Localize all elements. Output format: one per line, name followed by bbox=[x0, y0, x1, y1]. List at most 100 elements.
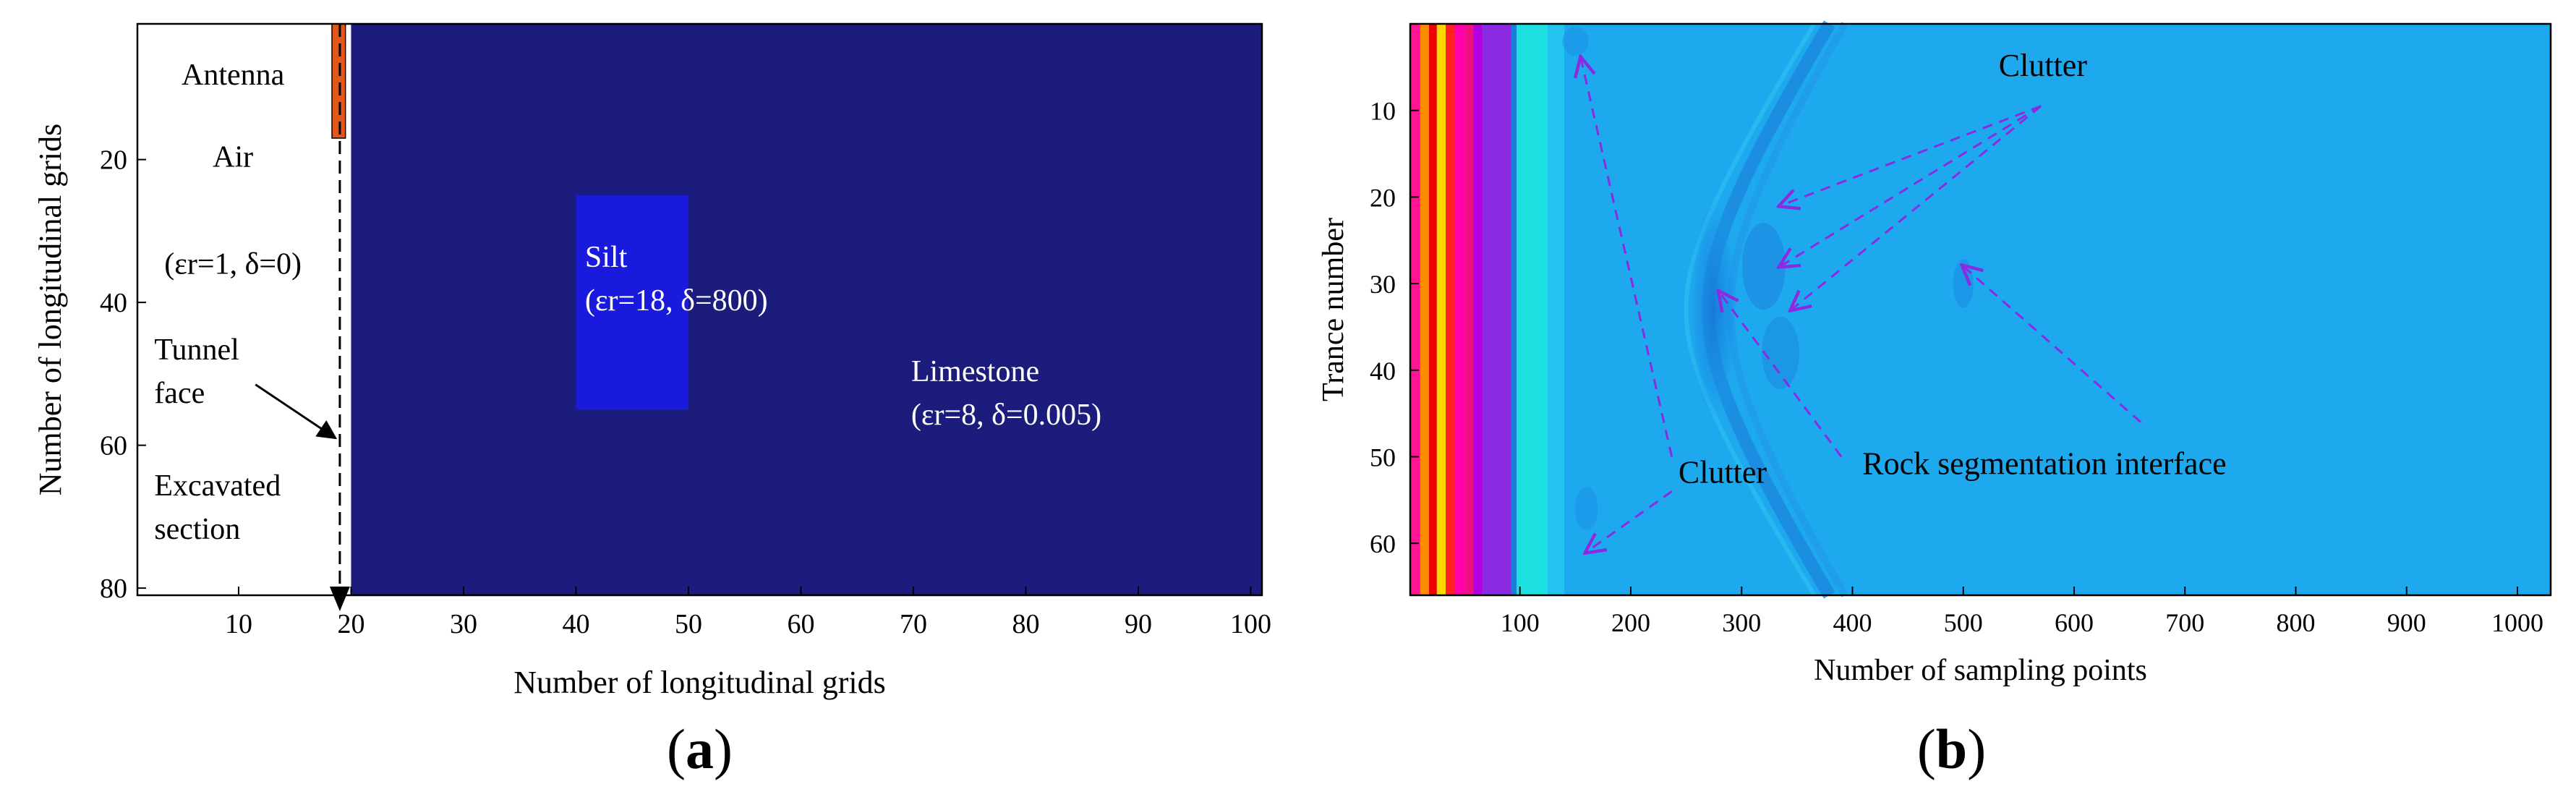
annotation-arrow-0 bbox=[1780, 105, 2042, 206]
direct-wave-band-7 bbox=[1473, 24, 1483, 595]
panel-a-model: 10 20 30 40 50 60 70 80 90 100 20 40 60 80 Antenna Air… bbox=[33, 22, 1271, 780]
annotation-air_params: (εr=1, δ=0) bbox=[164, 248, 302, 281]
clutter-patch-1 bbox=[1741, 223, 1786, 310]
a-annotations: Antenna Air (εr=1, δ=0) Tunnel face Excavated… bbox=[154, 59, 1101, 546]
b-plot-frame bbox=[1409, 22, 2552, 597]
annotation-clutter_top: Clutter bbox=[1999, 48, 2088, 83]
direct-wave-band-5 bbox=[1454, 24, 1465, 595]
b-xtick-label-400: 400 bbox=[1833, 608, 1872, 637]
a-ytick-label-60: 60 bbox=[100, 431, 127, 461]
a-xtick-label-100: 100 bbox=[1230, 609, 1271, 639]
a-ticks: 10 20 30 40 50 60 70 80 90 100 20 40 60 80 bbox=[100, 145, 1271, 639]
annotation-tunnel_face-line-1: face bbox=[154, 377, 205, 410]
a-xtick-label-80: 80 bbox=[1012, 609, 1039, 639]
annotation-air: Air bbox=[213, 141, 253, 174]
b-xtick-label-200: 200 bbox=[1611, 608, 1650, 637]
b-ytick-label-10: 10 bbox=[1370, 97, 1396, 126]
a-xtick-label-30: 30 bbox=[450, 609, 477, 639]
annotation-arrow-2 bbox=[1791, 105, 2042, 310]
tunnel-face-arrowhead bbox=[329, 587, 350, 611]
annotation-rock_interface: Rock segmentation interface bbox=[1862, 446, 2226, 481]
clutter-patch-4 bbox=[1574, 487, 1598, 531]
annotation-silt-line-1: (εr=18, δ=800) bbox=[585, 284, 768, 318]
b-xtick-label-300: 300 bbox=[1722, 608, 1761, 637]
annotation-clutter_bottom-line-0: Clutter bbox=[1679, 454, 1767, 490]
clutter-patch-2 bbox=[1761, 316, 1799, 389]
annotation-arrow-6 bbox=[1587, 490, 1673, 552]
direct-wave-band-6 bbox=[1464, 24, 1474, 595]
b-ytick-label-40: 40 bbox=[1370, 357, 1396, 386]
region-limestone bbox=[351, 24, 1263, 595]
annotation-excavated-line-0: Excavated bbox=[154, 469, 281, 503]
direct-wave-band-2 bbox=[1429, 24, 1437, 595]
annotation-excavated: Excavated section bbox=[154, 469, 281, 546]
a-regions bbox=[331, 23, 1263, 595]
panel-b-radargram: 100 200 300 400 500 600 700 800 900 1000 10 20 30 40 5… bbox=[1317, 20, 2552, 780]
direct-wave-band-9 bbox=[1511, 24, 1517, 595]
direct-wave-band-8 bbox=[1482, 24, 1511, 595]
b-field bbox=[1410, 20, 2551, 599]
b-xtick-label-700: 700 bbox=[2165, 608, 2204, 637]
direct-wave-band-4 bbox=[1446, 24, 1455, 595]
panel-a-label: (a) bbox=[667, 717, 733, 780]
b-xtick-label-600: 600 bbox=[2055, 608, 2094, 637]
a-x-axis-label: Number of longitudinal grids bbox=[513, 665, 886, 700]
annotation-air-line-0: Air bbox=[213, 141, 253, 174]
b-xtick-label-800: 800 bbox=[2277, 608, 2316, 637]
annotation-excavated-line-1: section bbox=[154, 513, 240, 546]
b-annotations: Clutter Clutter Rock segmentation interfac… bbox=[1679, 48, 2227, 490]
annotation-antenna-line-0: Antenna bbox=[182, 59, 285, 92]
a-ytick-label-80: 80 bbox=[100, 574, 127, 604]
b-ytick-label-20: 20 bbox=[1370, 183, 1396, 212]
b-x-axis-label: Number of sampling points bbox=[1814, 654, 2147, 687]
direct-wave-band-10 bbox=[1517, 24, 1548, 595]
annotation-clutter_bottom: Clutter bbox=[1679, 454, 1767, 490]
a-xtick-label-10: 10 bbox=[225, 609, 252, 639]
b-y-axis-label: Trance number bbox=[1317, 218, 1350, 401]
clutter-hyperbola bbox=[1684, 22, 1817, 597]
annotation-antenna: Antenna bbox=[182, 59, 285, 92]
a-y-axis-label: Number of longitudinal grids bbox=[33, 124, 68, 496]
a-xtick-label-60: 60 bbox=[787, 609, 814, 639]
a-xtick-label-50: 50 bbox=[675, 609, 702, 639]
b-ticks: 100 200 300 400 500 600 700 800 900 1000 10 20 30 40 5… bbox=[1370, 97, 2543, 637]
a-xtick-label-20: 20 bbox=[337, 609, 364, 639]
a-xtick-label-70: 70 bbox=[900, 609, 927, 639]
annotation-limestone-line-0: Limestone bbox=[911, 355, 1039, 388]
annotation-clutter_top-line-0: Clutter bbox=[1999, 48, 2088, 83]
b-ytick-label-50: 50 bbox=[1370, 443, 1396, 472]
annotation-rock_interface-line-0: Rock segmentation interface bbox=[1862, 446, 2226, 481]
direct-wave-band-1 bbox=[1420, 24, 1430, 595]
direct-wave-band-3 bbox=[1436, 24, 1446, 595]
b-ytick-label-60: 60 bbox=[1370, 529, 1396, 558]
clutter-patch-5 bbox=[1562, 26, 1589, 56]
b-annotation-arrows bbox=[1581, 59, 2141, 552]
direct-wave-band-11 bbox=[1548, 24, 1565, 595]
panel-b-label: (b) bbox=[1917, 717, 1986, 780]
b-background bbox=[1410, 24, 2551, 595]
clutter-patch-3 bbox=[1953, 259, 1974, 309]
annotation-limestone: Limestone (εr=8, δ=0.005) bbox=[911, 355, 1101, 432]
a-ytick-label-40: 40 bbox=[100, 288, 127, 318]
b-xtick-label-900: 900 bbox=[2387, 608, 2426, 637]
annotation-tunnel_face: Tunnel face bbox=[154, 333, 239, 410]
annotation-arrow-4 bbox=[1963, 266, 2141, 423]
b-xtick-label-100: 100 bbox=[1501, 608, 1540, 637]
b-ytick-label-30: 30 bbox=[1370, 270, 1396, 299]
region-silt bbox=[576, 195, 688, 410]
b-xtick-label-500: 500 bbox=[1944, 608, 1983, 637]
annotation-limestone-line-1: (εr=8, δ=0.005) bbox=[911, 399, 1101, 432]
direct-wave-band-0 bbox=[1410, 24, 1420, 595]
a-xtick-label-40: 40 bbox=[562, 609, 589, 639]
a-ytick-label-20: 20 bbox=[100, 145, 127, 176]
annotation-silt: Silt (εr=18, δ=800) bbox=[585, 241, 768, 318]
tunnel-face-pointer-arrow bbox=[255, 383, 338, 440]
region-antenna bbox=[331, 23, 346, 139]
annotation-tunnel_face-line-0: Tunnel bbox=[154, 333, 239, 367]
annotation-silt-line-0: Silt bbox=[585, 241, 628, 274]
annotation-air_params-line-0: (εr=1, δ=0) bbox=[164, 248, 302, 281]
a-plot-frame bbox=[136, 22, 1263, 597]
b-xtick-label-1000: 1000 bbox=[2491, 608, 2543, 637]
a-xtick-label-90: 90 bbox=[1125, 609, 1152, 639]
